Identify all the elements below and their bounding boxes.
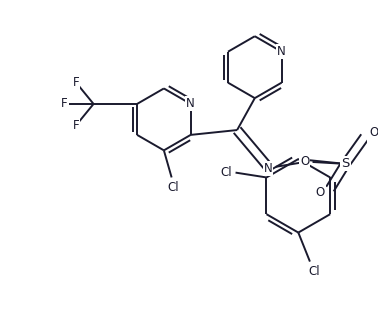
Text: Cl: Cl [220, 166, 232, 179]
Text: Cl: Cl [308, 265, 320, 278]
Text: N: N [264, 162, 273, 175]
Text: F: F [61, 98, 68, 110]
Text: O: O [300, 156, 310, 168]
Text: O: O [316, 186, 325, 199]
Text: O: O [370, 127, 378, 139]
Text: N: N [277, 45, 286, 58]
Text: S: S [341, 157, 350, 170]
Text: F: F [73, 76, 79, 89]
Text: Cl: Cl [168, 181, 180, 194]
Text: F: F [73, 119, 79, 132]
Text: N: N [186, 98, 195, 110]
